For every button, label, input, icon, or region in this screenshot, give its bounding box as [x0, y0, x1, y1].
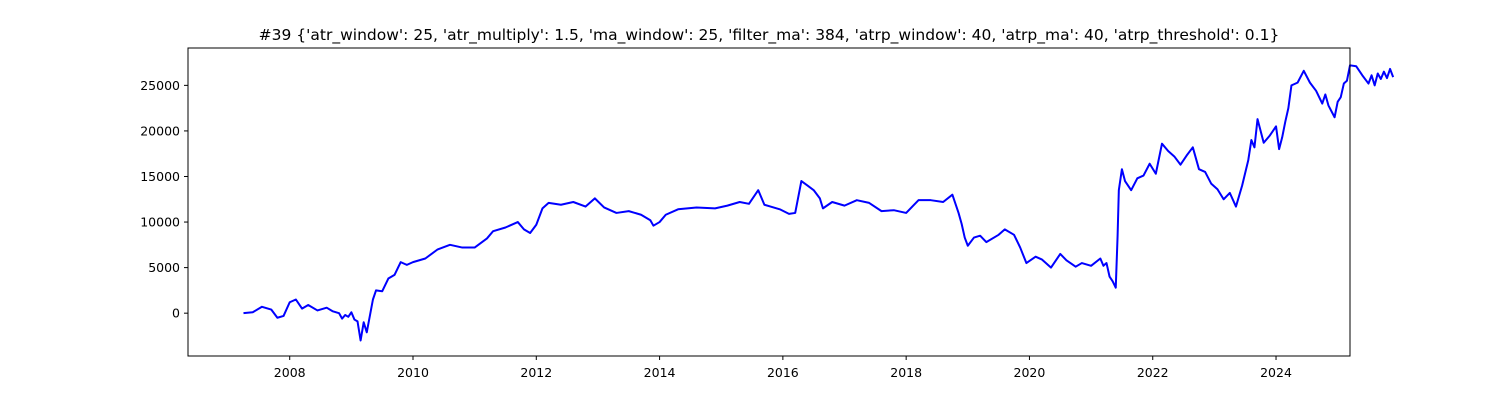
series-line-0: [243, 64, 1395, 342]
x-tick-label: 2016: [767, 365, 799, 380]
axes-frame: [187, 47, 1351, 357]
y-tick-label: 20000: [140, 123, 180, 138]
y-tick-label: 10000: [140, 215, 180, 230]
x-axis: 2008 2010 2012 2014 2016 2018 2020 2022 2024: [274, 356, 1292, 380]
y-tick-label: 5000: [148, 260, 180, 275]
x-tick-label: 2010: [397, 365, 429, 380]
plot-area: [243, 64, 1395, 342]
x-tick-label: 2012: [520, 365, 552, 380]
y-axis: 0 5000 10000 15000 20000 25000: [140, 78, 188, 321]
y-tick-label: 15000: [140, 169, 180, 184]
x-tick-label: 2008: [274, 365, 306, 380]
x-tick-label: 2018: [890, 365, 922, 380]
y-tick-label: 0: [172, 306, 180, 321]
y-tick-label: 25000: [140, 78, 180, 93]
x-tick-label: 2014: [644, 365, 676, 380]
x-tick-label: 2022: [1137, 365, 1169, 380]
x-tick-label: 2024: [1260, 365, 1292, 380]
chart-title: #39 {'atr_window': 25, 'atr_multiply': 1…: [259, 26, 1280, 45]
x-tick-label: 2020: [1014, 365, 1046, 380]
